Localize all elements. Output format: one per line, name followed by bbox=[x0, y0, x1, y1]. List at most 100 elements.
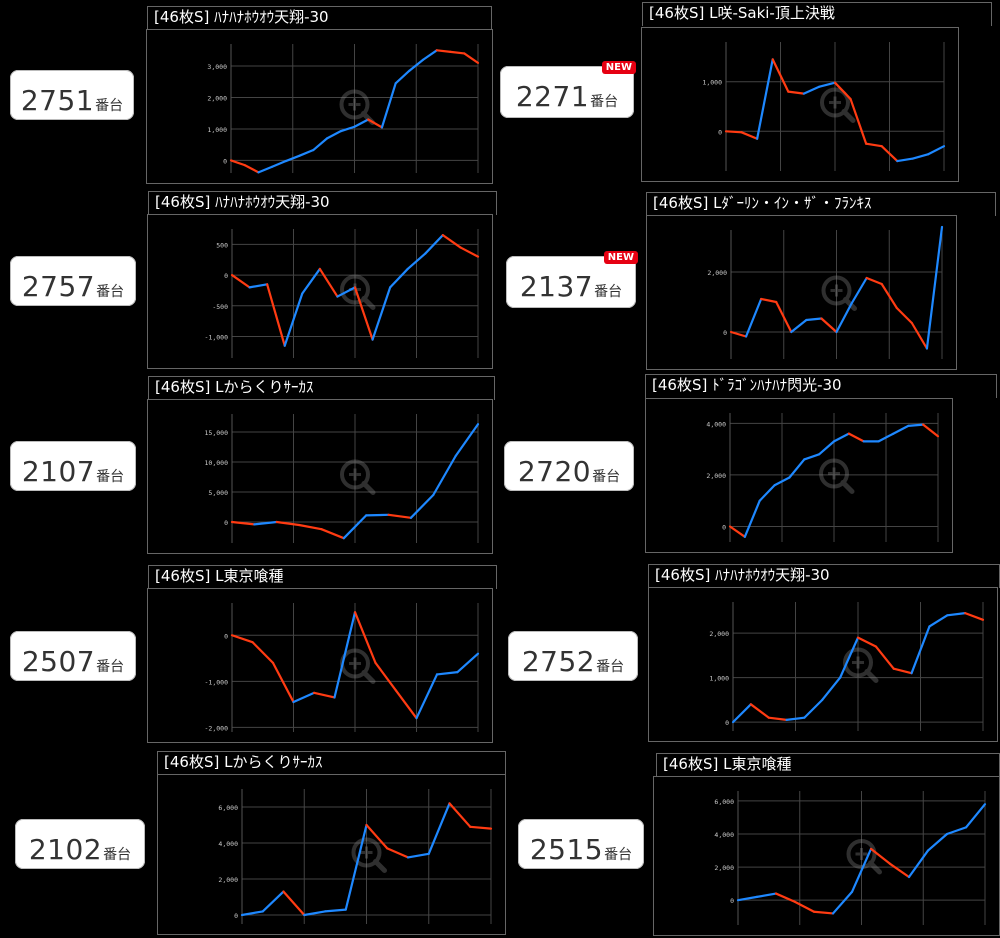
y-tick-label: 6,000 bbox=[218, 804, 238, 812]
data-segment bbox=[303, 910, 327, 917]
data-segment bbox=[831, 890, 854, 915]
machine-number-button[interactable]: 2271 番台 NEW bbox=[500, 61, 636, 118]
data-segment bbox=[818, 81, 837, 88]
grid bbox=[732, 602, 984, 731]
slump-graph[interactable]: 6,000 4,000 2,000 0 bbox=[653, 776, 1000, 936]
data-segment bbox=[928, 614, 949, 628]
slump-line bbox=[731, 612, 985, 724]
slump-graph-svg: 4,000 2,000 0 bbox=[706, 413, 940, 542]
data-segment bbox=[353, 611, 377, 664]
data-segment bbox=[422, 49, 438, 61]
machine-number: 2752 bbox=[521, 645, 596, 678]
data-segment bbox=[743, 499, 761, 538]
machine-number-button[interactable]: 2751 番台 bbox=[10, 70, 134, 120]
machine-title: [46枚S] L東京喰種 bbox=[148, 565, 497, 589]
new-badge: NEW bbox=[601, 61, 636, 74]
machine-number-button[interactable]: 2102 番台 bbox=[15, 819, 145, 869]
data-segment bbox=[865, 142, 883, 148]
machine-title: [46枚S] L咲-Saki-頂上決戦 bbox=[642, 2, 992, 26]
y-tick-label: 2,000 bbox=[709, 630, 729, 638]
data-segment bbox=[877, 432, 895, 443]
data-segment bbox=[787, 90, 805, 95]
data-segment bbox=[469, 825, 493, 830]
slump-graph[interactable]: 0 1,000 bbox=[641, 27, 959, 182]
data-segment bbox=[406, 252, 427, 271]
slump-line bbox=[230, 611, 480, 720]
zoom-magnifier-icon bbox=[821, 275, 857, 311]
zoom-magnifier-icon bbox=[339, 89, 375, 125]
data-segment bbox=[325, 130, 342, 140]
data-segment bbox=[427, 802, 451, 855]
slump-graph[interactable]: 0 1,000 2,000 3,000 bbox=[146, 29, 493, 184]
grid bbox=[230, 44, 479, 173]
machine-number-button[interactable]: 2515 番台 bbox=[518, 819, 644, 869]
data-segment bbox=[230, 273, 251, 289]
data-segment bbox=[243, 164, 260, 174]
data-segment bbox=[344, 823, 368, 911]
y-tick-label: 0 bbox=[718, 128, 722, 136]
y-tick-label: 0 bbox=[223, 157, 227, 165]
machine-number-unit: 番台 bbox=[103, 847, 132, 863]
slump-graph[interactable]: 4,000 2,000 0 bbox=[645, 398, 953, 553]
machine-number-button[interactable]: 2137 番台 NEW bbox=[506, 251, 638, 308]
slump-graph[interactable]: 15,000 10,000 5,000 0 bbox=[147, 399, 493, 554]
data-segment bbox=[448, 802, 472, 828]
data-segment bbox=[812, 910, 835, 915]
data-segment bbox=[771, 58, 790, 93]
new-badge: NEW bbox=[603, 251, 638, 264]
machine-number-unit: 番台 bbox=[96, 284, 125, 300]
data-segment bbox=[336, 286, 357, 298]
data-segment bbox=[342, 514, 368, 540]
machine-title: [46枚S] L東京喰種 bbox=[656, 753, 1000, 777]
data-segment bbox=[459, 246, 480, 258]
y-tick-label: -1,000 bbox=[205, 678, 229, 686]
data-segment bbox=[835, 302, 853, 334]
data-segment bbox=[729, 330, 748, 338]
data-segment bbox=[229, 159, 246, 167]
slump-graph[interactable]: 0 -1,000 -2,000 bbox=[147, 588, 493, 743]
machine-number-button[interactable]: 2107 番台 bbox=[10, 441, 136, 491]
slump-graph[interactable]: 2,000 0 bbox=[646, 215, 957, 370]
slump-graph[interactable]: 6,000 4,000 2,000 0 bbox=[157, 774, 506, 935]
machine-title: [46枚S] ﾊﾅﾊﾅﾎｳｵｳ天翔-30 bbox=[148, 191, 497, 215]
slump-graph-svg: 500 0 -500 -1,000 bbox=[205, 229, 480, 358]
slump-line bbox=[229, 49, 480, 174]
data-segment bbox=[415, 673, 439, 720]
data-segment bbox=[456, 652, 480, 674]
data-segment bbox=[353, 286, 374, 341]
data-segment bbox=[874, 645, 895, 670]
data-segment bbox=[248, 283, 269, 289]
machine-number: 2751 bbox=[20, 84, 95, 117]
data-segment bbox=[240, 910, 264, 917]
data-segment bbox=[323, 908, 347, 913]
y-tick-label: 6,000 bbox=[714, 798, 734, 806]
data-segment bbox=[736, 895, 759, 902]
slump-line bbox=[240, 802, 493, 917]
data-segment bbox=[755, 892, 778, 898]
y-tick-label: 0 bbox=[224, 272, 228, 280]
data-segment bbox=[261, 890, 285, 913]
machine-number-button[interactable]: 2752 番台 bbox=[508, 631, 638, 681]
data-segment bbox=[257, 165, 274, 174]
data-segment bbox=[910, 625, 931, 675]
data-segment bbox=[271, 661, 295, 704]
machine-number-button[interactable]: 2720 番台 bbox=[504, 441, 634, 491]
slump-graph[interactable]: 2,000 1,000 0 bbox=[648, 587, 998, 742]
data-segment bbox=[394, 69, 411, 85]
y-tick-label: 1,000 bbox=[709, 675, 729, 683]
machine-number: 2757 bbox=[21, 270, 96, 303]
slump-line bbox=[230, 423, 480, 540]
data-segment bbox=[847, 432, 865, 443]
y-tick-label: 15,000 bbox=[205, 429, 229, 437]
machine-number-button[interactable]: 2757 番台 bbox=[10, 256, 136, 306]
data-segment bbox=[454, 423, 480, 458]
y-tick-label: 0 bbox=[725, 719, 729, 727]
slump-graph[interactable]: 500 0 -500 -1,000 bbox=[147, 214, 493, 369]
slump-graph-svg: 15,000 10,000 5,000 0 bbox=[205, 414, 480, 543]
zoom-magnifier-icon bbox=[340, 459, 376, 495]
y-tick-label: 4,000 bbox=[714, 831, 734, 839]
data-segment bbox=[964, 803, 987, 829]
data-segment bbox=[333, 611, 357, 699]
machine-number-button[interactable]: 2507 番台 bbox=[10, 631, 136, 681]
data-segment bbox=[773, 476, 791, 487]
